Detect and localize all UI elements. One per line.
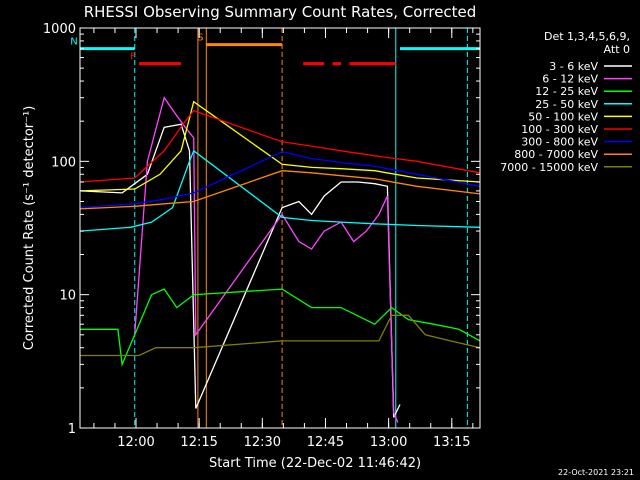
y-axis-label: Corrected Count Rate (s⁻¹ detector⁻¹) bbox=[22, 106, 37, 351]
legend-header-detectors: Det 1,3,4,5,6,9, bbox=[544, 30, 630, 43]
y-tick-label: 1000 bbox=[43, 22, 76, 37]
x-axis-label: Start Time (22-Dec-02 11:46:42) bbox=[209, 456, 421, 471]
x-tick-label: 12:00 bbox=[117, 435, 154, 450]
plot-area: N F S bbox=[70, 28, 481, 428]
legend-label: 3 - 6 keV bbox=[549, 60, 598, 73]
legend-label: 7000 - 15000 keV bbox=[500, 161, 598, 174]
series-line-3-6-kev bbox=[79, 123, 401, 418]
timestamp: 22-Oct-2021 23:21 bbox=[558, 468, 634, 477]
legend-label: 50 - 100 keV bbox=[528, 110, 598, 123]
series-line-12-25-kev bbox=[80, 288, 481, 367]
legend-label: 6 - 12 keV bbox=[542, 73, 598, 86]
overlay-label-s: S bbox=[197, 33, 203, 44]
x-tick-label: 12:15 bbox=[180, 435, 217, 450]
legend-label: 300 - 800 keV bbox=[521, 136, 598, 149]
legend-label: 25 - 50 keV bbox=[535, 98, 598, 111]
x-tick-label: 13:00 bbox=[370, 435, 407, 450]
x-tick-label: 13:15 bbox=[433, 435, 470, 450]
y-tick-label: 1 bbox=[68, 422, 76, 437]
legend-label: 12 - 25 keV bbox=[535, 85, 598, 98]
x-axis: 12:00 12:15 12:30 12:45 13:00 13:15 bbox=[93, 28, 474, 450]
series-line-300-800-kev bbox=[79, 151, 481, 209]
plot-frame bbox=[79, 27, 481, 429]
series-line-6-12-kev bbox=[134, 96, 399, 423]
chart-title: RHESSI Observing Summary Count Rates, Co… bbox=[84, 3, 477, 21]
series-line-7000-15000-kev bbox=[80, 314, 481, 357]
series-line-25-50-kev bbox=[79, 149, 481, 232]
x-tick-label: 12:45 bbox=[307, 435, 344, 450]
legend-label: 100 - 300 keV bbox=[521, 123, 598, 136]
legend-header-attenuator: Att 0 bbox=[604, 43, 630, 56]
y-axis: 1 10 100 1000 bbox=[43, 22, 480, 437]
series-line-50-100-kev bbox=[79, 100, 481, 192]
y-tick-label: 10 bbox=[59, 289, 76, 304]
y-tick-label: 100 bbox=[51, 155, 76, 170]
overlay-label-f: F bbox=[130, 52, 136, 63]
overlay-label-n: N bbox=[70, 37, 77, 48]
x-tick-label: 12:30 bbox=[244, 435, 281, 450]
series-line-100-300-kev bbox=[79, 109, 481, 183]
series-line-800-7000-kev bbox=[79, 170, 481, 210]
legend-label: 800 - 7000 keV bbox=[514, 148, 598, 161]
